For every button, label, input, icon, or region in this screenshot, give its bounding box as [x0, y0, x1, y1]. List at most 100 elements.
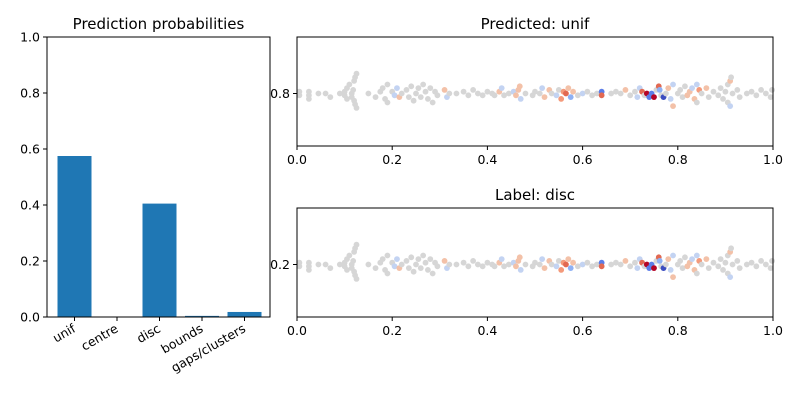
swarm-point: [498, 256, 505, 262]
swarm-point: [470, 87, 477, 93]
swarm-point: [415, 85, 422, 91]
swarm-point: [350, 258, 357, 264]
swarm-point: [379, 256, 386, 262]
x-tick-label: 0.8: [668, 152, 688, 167]
swarm-point: [727, 103, 734, 109]
x-tick-label: 0.2: [382, 152, 402, 167]
swarm-point: [589, 263, 596, 270]
swarm-point: [422, 88, 429, 95]
swarm-point: [391, 92, 398, 99]
x-tick-label: 0.6: [573, 323, 593, 338]
swarm-point: [441, 258, 448, 264]
swarm-point: [429, 270, 436, 277]
swarm-point: [758, 87, 764, 93]
swarm-point: [748, 259, 755, 266]
swarm-point: [296, 92, 303, 99]
swarm-point: [736, 94, 743, 100]
bar-gaps-clusters: [227, 311, 262, 317]
swarm-point: [460, 88, 467, 95]
swarm-point: [427, 85, 434, 91]
swarm-point: [553, 263, 560, 270]
swarm-point: [715, 263, 722, 270]
swarm-point: [315, 90, 322, 97]
swarm-point: [408, 83, 415, 90]
swarm-point: [689, 85, 695, 91]
swarm-point: [703, 256, 710, 262]
bar-y-tick-label: 0.6: [20, 142, 40, 157]
swarm-point: [567, 94, 574, 100]
swarm-point: [767, 265, 774, 271]
swarm-point: [417, 265, 424, 271]
swarm-point: [539, 85, 546, 91]
swarm-point: [336, 261, 343, 268]
swarm-point: [405, 265, 412, 271]
label-swarm-points: [296, 241, 775, 282]
swarm-point: [491, 92, 498, 99]
swarm-point: [384, 252, 391, 259]
bar-chart-title: Prediction probabilities: [73, 15, 245, 33]
swarm-point: [513, 92, 519, 99]
swarm-point: [632, 259, 638, 266]
swarm-point: [498, 85, 505, 91]
swarm-point: [622, 258, 629, 264]
swarm-point: [532, 88, 538, 95]
swarm-point: [353, 241, 360, 248]
swarm-point: [336, 90, 343, 97]
swarm-point: [667, 267, 674, 273]
swarm-point: [327, 94, 334, 100]
swarm-point: [558, 96, 565, 102]
swarm-point: [344, 96, 350, 102]
x-tick-label: 0.0: [287, 152, 307, 167]
swarm-point: [403, 87, 410, 93]
swarm-point: [574, 263, 581, 270]
swarm-point: [394, 85, 400, 91]
swarm-point: [574, 92, 581, 99]
swarm-point: [536, 90, 543, 97]
label-axis-ticks: 0.0 0.2 0.4 0.6 0.8 1.0 0.2: [270, 257, 783, 338]
swarm-point: [593, 90, 600, 97]
swarm-point: [517, 267, 524, 273]
swarm-point: [703, 85, 710, 91]
label-swarm-panel: Label: disc 0.0 0.2 0.4 0.6 0.8 1.0 0.2: [270, 186, 783, 338]
swarm-point: [346, 81, 353, 88]
label-title: Label: disc: [495, 186, 575, 204]
swarm-point: [762, 90, 769, 97]
swarm-point: [453, 90, 460, 97]
swarm-point: [474, 261, 481, 268]
predicted-swarm-panel: Predicted: unif 0.0 0.2 0.4 0.6 0.8 1.0 0.8: [270, 15, 783, 167]
swarm-point: [565, 256, 572, 262]
swarm-point: [693, 99, 700, 106]
swarm-point: [736, 265, 743, 271]
swarm-point: [728, 74, 735, 81]
swarm-point: [434, 92, 441, 99]
swarm-point: [541, 265, 548, 271]
predicted-axis-ticks: 0.0 0.2 0.4 0.6 0.8 1.0 0.8: [270, 86, 783, 167]
swarm-point: [384, 99, 391, 106]
swarm-point: [553, 92, 560, 99]
swarm-point: [722, 259, 729, 266]
swarm-point: [344, 267, 350, 273]
swarm-point: [422, 259, 429, 266]
swarm-point: [470, 258, 477, 264]
swarm-point: [608, 261, 615, 268]
swarm-point: [670, 81, 676, 88]
swarm-point: [384, 270, 391, 277]
swarm-point: [372, 94, 379, 100]
bar-chart-panel: Prediction probabilities 0.0 0.2 0.4 0.6 0.8…: [20, 15, 271, 375]
swarm-point: [632, 88, 638, 95]
swarm-point: [517, 96, 524, 102]
swarm-point: [446, 261, 453, 268]
bar-y-tick-label: 1.0: [20, 30, 40, 45]
predicted-swarm-points: [296, 70, 775, 111]
swarm-point: [365, 90, 372, 97]
swarm-point: [734, 258, 741, 264]
swarm-point: [306, 96, 312, 102]
y-tick-label: 0.2: [270, 257, 290, 272]
swarm-point: [420, 81, 427, 88]
swarm-point: [677, 87, 684, 93]
swarm-point: [769, 258, 775, 264]
swarm-point: [379, 85, 386, 91]
swarm-point: [693, 252, 700, 259]
swarm-point: [579, 90, 586, 97]
